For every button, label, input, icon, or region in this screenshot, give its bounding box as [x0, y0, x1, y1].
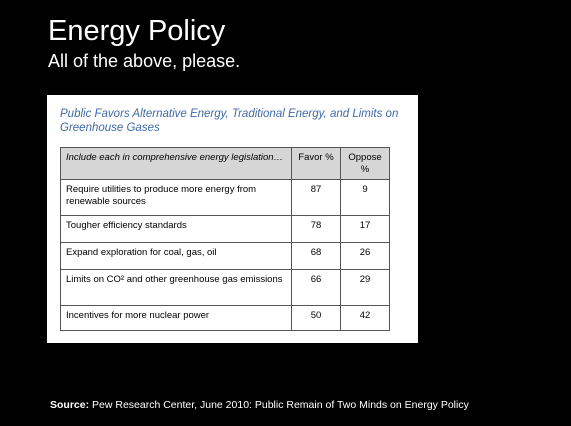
table-row: Incentives for more nuclear power 50 42	[60, 305, 390, 331]
header-cell: Include each in comprehensive energy leg…	[60, 147, 292, 180]
label-cell: Expand exploration for coal, gas, oil	[60, 242, 292, 270]
table-title: Public Favors Alternative Energy, Tradit…	[60, 108, 399, 134]
table-row: Require utilities to produce more energy…	[60, 179, 390, 216]
value-cell: 87	[291, 179, 341, 216]
table-row: Tougher efficiency standards 78 17	[60, 215, 390, 243]
slide-subtitle: All of the above, please.	[48, 51, 241, 71]
value-cell: 42	[340, 305, 390, 331]
table-row: Limits on CO² and other greenhouse gas e…	[60, 269, 390, 306]
value-cell: 78	[291, 215, 341, 243]
source-label: Source:	[50, 399, 90, 411]
value-cell: 68	[291, 242, 341, 270]
value-cell: 9	[340, 179, 390, 216]
table-card: Public Favors Alternative Energy, Tradit…	[47, 95, 418, 343]
value-cell: 26	[340, 242, 390, 270]
value-cell: 66	[291, 269, 341, 306]
footnote: (1)	[403, 320, 412, 327]
label-cell: Require utilities to produce more energy…	[60, 179, 292, 216]
source-text: Pew Research Center, June 2010: Public R…	[92, 399, 469, 411]
value-cell: 17	[340, 215, 390, 243]
header-cell: Oppose %	[340, 147, 390, 180]
slide-title: Energy Policy	[48, 15, 226, 47]
value-cell: 50	[291, 305, 341, 331]
data-table: Include each in comprehensive energy leg…	[60, 147, 390, 331]
header-row: Include each in comprehensive energy leg…	[60, 147, 390, 180]
source: Source: Pew Research Center, June 2010: …	[50, 399, 469, 411]
table-body: Require utilities to produce more energy…	[60, 179, 390, 331]
table-row: Expand exploration for coal, gas, oil 68 2…	[60, 242, 390, 270]
label-cell: Tougher efficiency standards	[60, 215, 292, 243]
value-cell: 29	[340, 269, 390, 306]
label-cell: Limits on CO² and other greenhouse gas e…	[60, 269, 292, 306]
label-cell: Incentives for more nuclear power	[60, 305, 292, 331]
header-cell: Favor %	[291, 147, 341, 180]
